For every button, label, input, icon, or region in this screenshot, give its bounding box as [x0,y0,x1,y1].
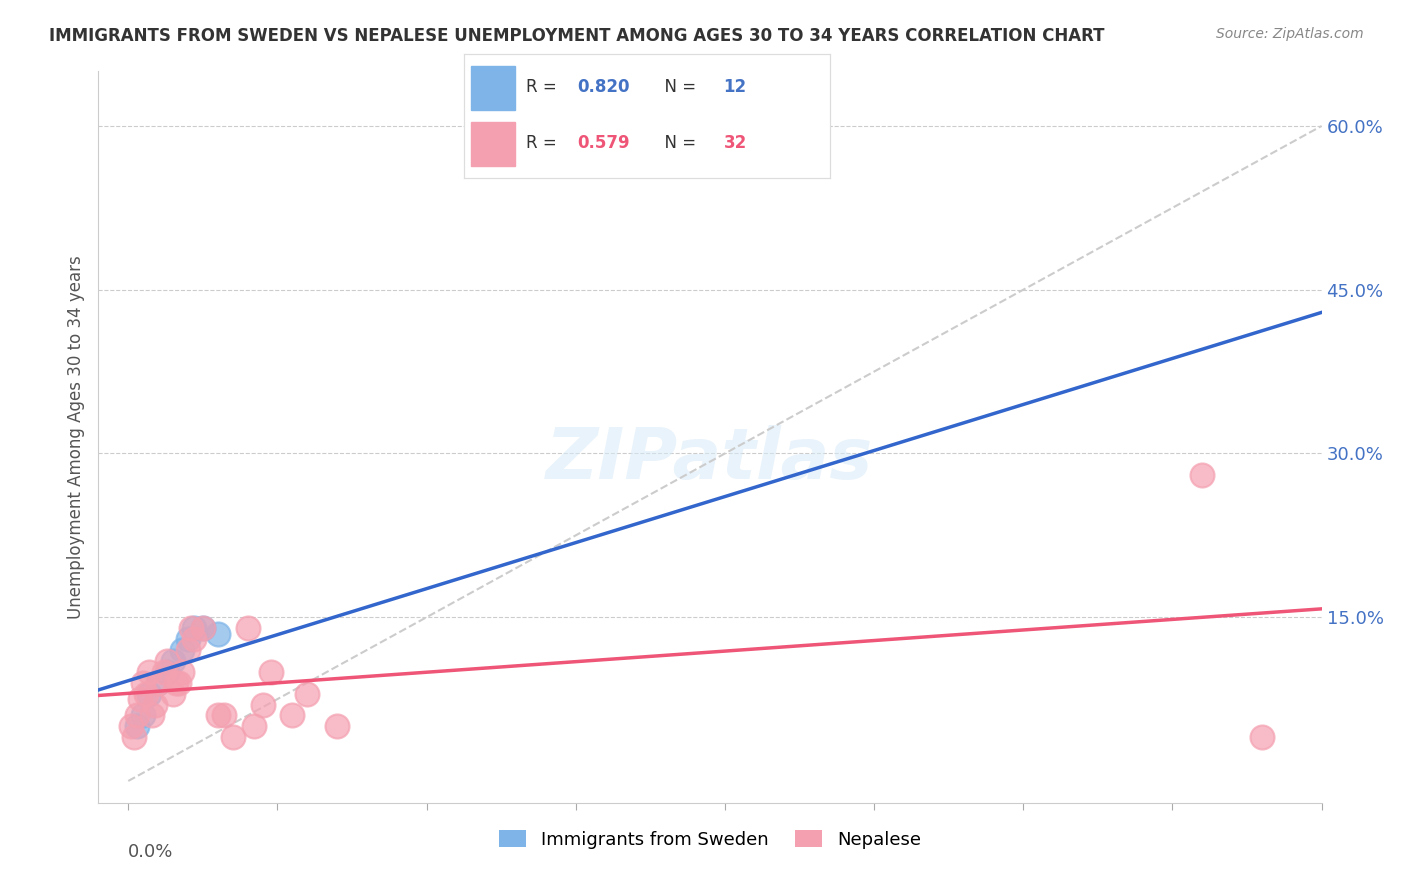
Text: IMMIGRANTS FROM SWEDEN VS NEPALESE UNEMPLOYMENT AMONG AGES 30 TO 34 YEARS CORREL: IMMIGRANTS FROM SWEDEN VS NEPALESE UNEMP… [49,27,1105,45]
Point [170,665,193,679]
Point [170,643,193,657]
Text: 0.0%: 0.0% [128,843,173,861]
Point [127,708,149,723]
Point [122,731,145,745]
Text: 0.820: 0.820 [578,78,630,96]
Point [183,621,205,635]
Text: N =: N = [654,135,702,153]
Point [177,632,200,646]
Point [1191,468,1213,483]
Point [326,719,349,733]
Point [143,698,166,712]
Point [236,621,259,635]
Point [252,698,274,712]
Text: ZIPatlas: ZIPatlas [547,425,873,493]
Point [191,621,214,635]
Point [221,731,243,745]
Point [138,665,160,679]
Point [127,719,149,733]
Text: R =: R = [526,78,562,96]
Text: 12: 12 [724,78,747,96]
Point [129,692,152,706]
Point [153,665,176,679]
Point [167,675,190,690]
Text: 0.579: 0.579 [578,135,630,153]
Point [207,626,229,640]
Point [165,675,187,690]
Point [120,719,142,733]
Point [132,708,155,723]
Point [281,708,304,723]
FancyBboxPatch shape [471,122,515,166]
Point [141,708,163,723]
Point [146,675,169,690]
Legend: Immigrants from Sweden, Nepalese: Immigrants from Sweden, Nepalese [492,823,928,856]
Point [242,719,264,733]
Point [162,687,184,701]
Point [191,621,214,635]
Point [162,654,184,668]
FancyBboxPatch shape [471,66,515,110]
Point [156,665,179,679]
Point [180,621,202,635]
Y-axis label: Unemployment Among Ages 30 to 34 years: Unemployment Among Ages 30 to 34 years [66,255,84,619]
Point [156,654,179,668]
Point [177,643,200,657]
Text: Source: ZipAtlas.com: Source: ZipAtlas.com [1216,27,1364,41]
Text: 32: 32 [724,135,747,153]
Point [297,687,319,701]
Text: N =: N = [654,78,702,96]
Point [135,687,157,701]
Point [138,687,160,701]
Point [132,675,155,690]
Point [260,665,283,679]
Point [207,708,229,723]
Point [183,632,205,646]
Point [146,675,169,690]
Point [1251,731,1274,745]
Point [212,708,235,723]
Text: R =: R = [526,135,562,153]
